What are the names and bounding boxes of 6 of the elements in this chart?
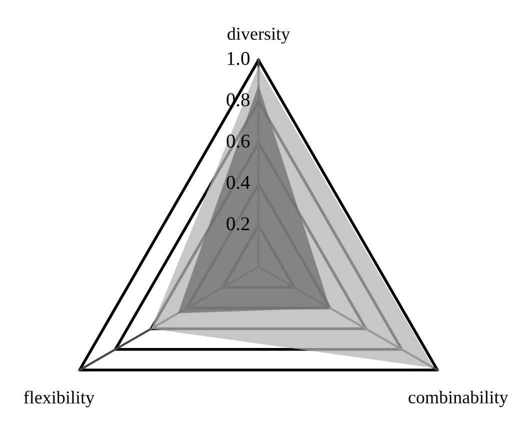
y-tick-label: 0.2 <box>226 217 250 230</box>
spoke-label: diversity <box>228 27 290 44</box>
spoke-label: combinability <box>408 390 508 408</box>
spoke-label: flexibility <box>24 390 94 408</box>
y-tick-label: 1.0 <box>228 52 250 66</box>
y-tick-label: 0.4 <box>226 176 250 190</box>
